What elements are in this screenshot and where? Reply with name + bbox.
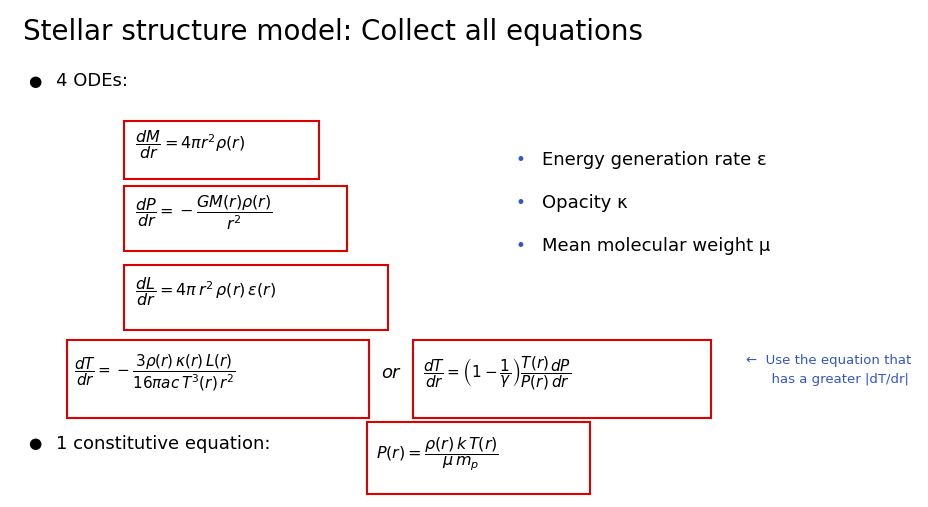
Text: $\dfrac{dT}{dr} = -\dfrac{3\rho(r)\,\kappa(r)\,L(r)}{16\pi ac\,T^3(r)\,r^2}$: $\dfrac{dT}{dr} = -\dfrac{3\rho(r)\,\kap… [74, 352, 236, 393]
Text: Energy generation rate ε: Energy generation rate ε [541, 151, 766, 169]
Text: •: • [515, 194, 525, 212]
Text: ←  Use the equation that
      has a greater |dT/dr|: ← Use the equation that has a greater |d… [745, 354, 910, 386]
Text: •: • [515, 151, 525, 169]
Text: $P(r) = \dfrac{\rho(r)\,k\,T(r)}{\mu\,m_p}$: $P(r) = \dfrac{\rho(r)\,k\,T(r)}{\mu\,m_… [376, 435, 498, 473]
Text: $\dfrac{dM}{dr} = 4\pi r^2\rho(r)$: $\dfrac{dM}{dr} = 4\pi r^2\rho(r)$ [135, 128, 245, 161]
Text: •: • [515, 237, 525, 255]
Text: $\dfrac{dP}{dr} = -\dfrac{GM(r)\rho(r)}{r^2}$: $\dfrac{dP}{dr} = -\dfrac{GM(r)\rho(r)}{… [135, 194, 272, 232]
Text: $\dfrac{dL}{dr} = 4\pi\, r^2\, \rho(r)\, \varepsilon(r)$: $\dfrac{dL}{dr} = 4\pi\, r^2\, \rho(r)\,… [135, 275, 276, 308]
Text: Mean molecular weight μ: Mean molecular weight μ [541, 237, 769, 255]
Text: Stellar structure model: Collect all equations: Stellar structure model: Collect all equ… [23, 18, 642, 46]
Text: Opacity κ: Opacity κ [541, 194, 626, 212]
Text: 4 ODEs:: 4 ODEs: [56, 72, 128, 90]
Text: $\dfrac{dT}{dr} = \left(1 - \dfrac{1}{\gamma}\right)\dfrac{T(r)}{P(r)}\dfrac{dP}: $\dfrac{dT}{dr} = \left(1 - \dfrac{1}{\g… [422, 354, 570, 391]
Text: 1 constitutive equation:: 1 constitutive equation: [56, 434, 270, 453]
Text: ●: ● [28, 436, 41, 451]
Text: ●: ● [28, 74, 41, 89]
Text: or: or [380, 364, 399, 382]
